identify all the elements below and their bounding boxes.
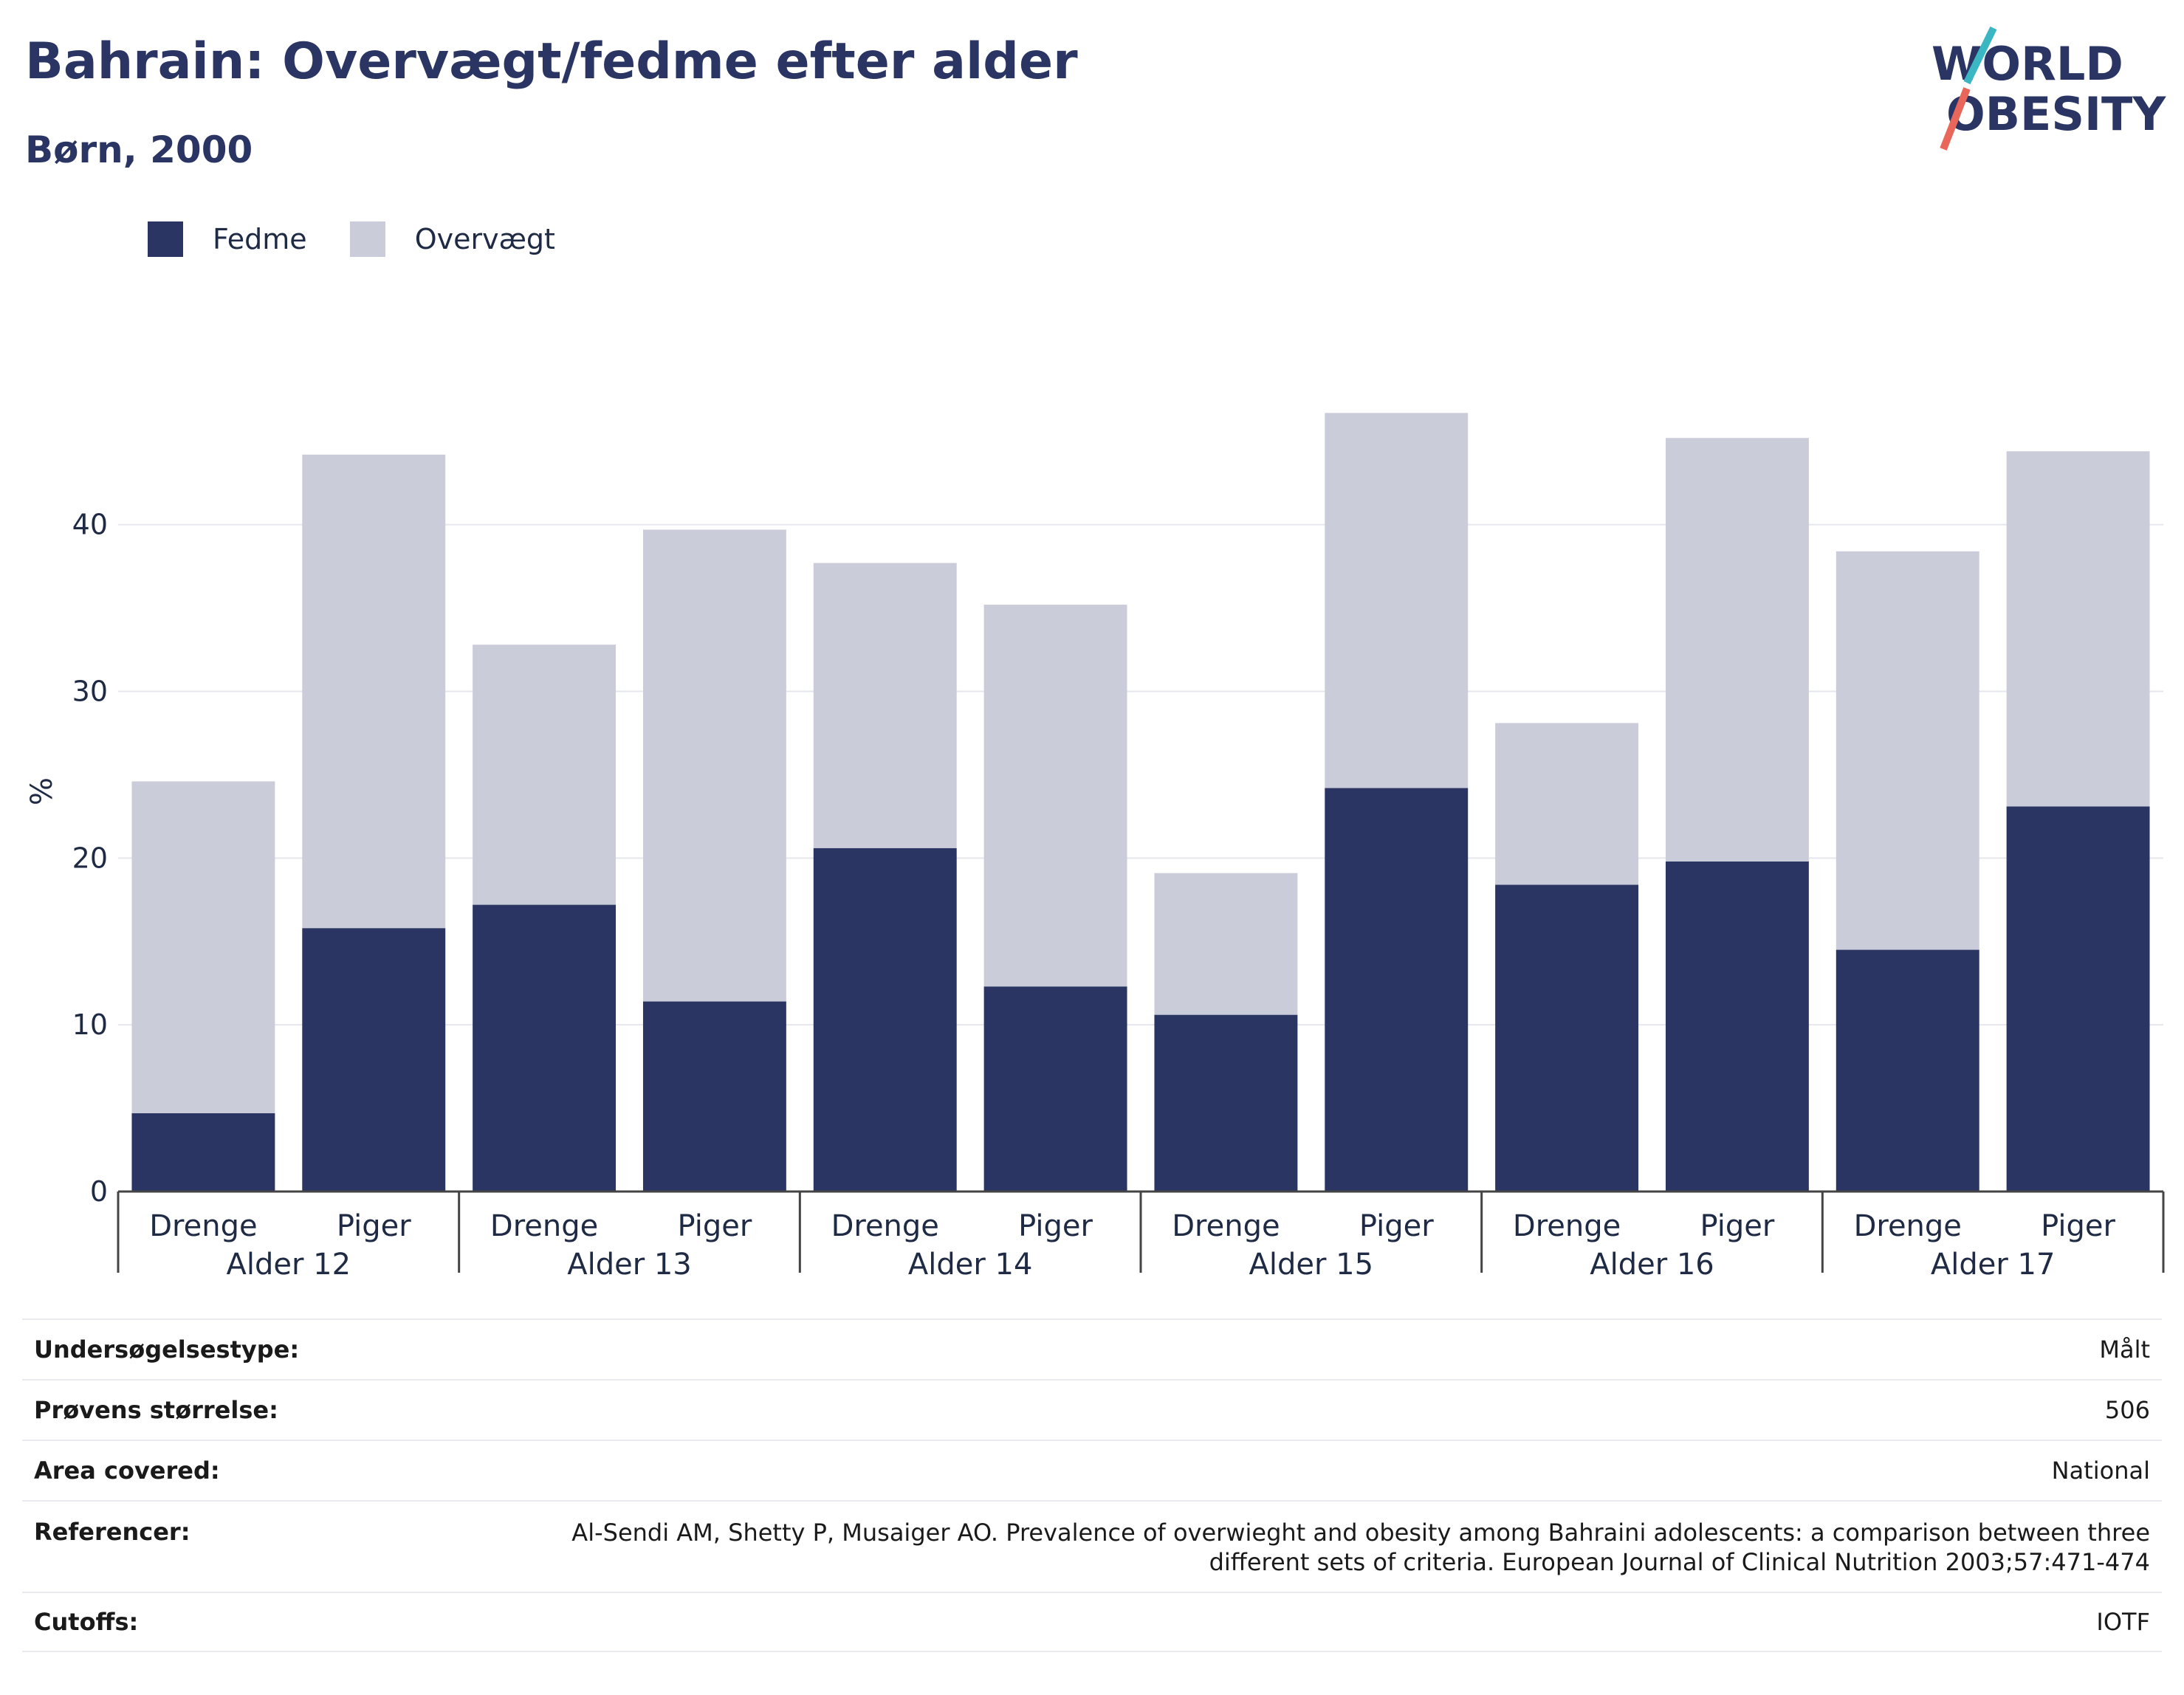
bar-fedme	[473, 904, 617, 1192]
x-group-label: Alder 14	[908, 1248, 1033, 1282]
x-tick-label: Piger	[1700, 1209, 1775, 1243]
info-value-reference: Al-Sendi AM, Shetty P, Musaiger AO. Prev…	[571, 1519, 2150, 1576]
bar-overv-gt	[1836, 551, 1979, 950]
bar-overv-gt	[1325, 413, 1469, 788]
info-label: Referencer:	[34, 1518, 190, 1546]
world-obesity-logo: WORLD OBESITY	[1931, 26, 2166, 151]
logo-red-slash	[1940, 87, 1971, 151]
info-row-survey-type: Undersøgelsestype: Målt	[22, 1318, 2162, 1379]
bar-fedme	[813, 848, 957, 1192]
y-tick-label: 10	[72, 1008, 108, 1041]
x-tick-label: Drenge	[149, 1209, 257, 1243]
info-row-references: Referencer: Al-Sendi AM, Shetty P, Musai…	[22, 1500, 2162, 1592]
info-value: 506	[2104, 1396, 2150, 1424]
legend-label-overvaegt: Overvægt	[414, 223, 555, 255]
x-group-label: Alder 15	[1249, 1248, 1374, 1282]
x-group-label: Alder 12	[227, 1248, 351, 1282]
x-tick-label: Drenge	[490, 1209, 598, 1243]
bar-overv-gt	[1665, 438, 1809, 862]
x-tick-label: Drenge	[1513, 1209, 1621, 1243]
bar-fedme	[1495, 884, 1639, 1192]
y-tick-label: 30	[72, 675, 108, 708]
bar-fedme	[983, 986, 1127, 1192]
x-tick-label: Drenge	[831, 1209, 939, 1243]
legend-label-fedme: Fedme	[213, 223, 307, 255]
y-tick-label: 20	[72, 842, 108, 874]
bar-overv-gt	[131, 781, 275, 1113]
info-label: Cutoffs:	[34, 1608, 139, 1636]
x-tick-label: Piger	[1359, 1209, 1434, 1243]
x-group-label: Alder 17	[1931, 1248, 2056, 1282]
info-value: IOTF	[2096, 1608, 2150, 1636]
bar-fedme	[1665, 861, 1809, 1192]
stacked-bar-chart: 0 10 20 30 40% Drenge Piger Drenge Piger Drenge Pi…	[25, 413, 2165, 1282]
bar-fedme	[642, 1001, 786, 1192]
x-group-label: Alder 16	[1590, 1248, 1714, 1282]
info-label: Prøvens størrelse:	[34, 1396, 278, 1424]
bar-overv-gt	[473, 644, 617, 905]
logo-teal-slash	[1963, 26, 1997, 85]
legend-item-fedme[interactable]: Fedme	[148, 221, 307, 257]
bar-overv-gt	[1495, 723, 1639, 885]
info-label: Undersøgelsestype:	[34, 1335, 300, 1364]
info-table: Undersøgelsestype: Målt Prøvens størrels…	[22, 1318, 2162, 1652]
bar-overv-gt	[302, 454, 446, 929]
legend-swatch-fedme	[148, 221, 183, 257]
bar-overv-gt	[983, 605, 1127, 987]
y-tick-label: 40	[72, 509, 108, 541]
x-tick-label: Drenge	[1172, 1209, 1280, 1243]
info-row-area-covered: Area covered: National	[22, 1440, 2162, 1500]
bar-fedme	[131, 1113, 275, 1192]
bar-overv-gt	[1154, 873, 1298, 1015]
info-row-cutoffs: Cutoffs: IOTF	[22, 1592, 2162, 1652]
y-tick-label: 0	[90, 1175, 108, 1208]
bar-overv-gt	[642, 529, 786, 1002]
chart-subtitle: Børn, 2000	[25, 128, 253, 171]
bar-fedme	[2006, 806, 2150, 1192]
x-tick-label: Drenge	[1854, 1209, 1962, 1243]
bar-fedme	[1325, 788, 1469, 1192]
bar-fedme	[302, 928, 446, 1192]
info-value: National	[2051, 1457, 2150, 1485]
bar-fedme	[1154, 1014, 1298, 1192]
info-value: Målt	[2099, 1335, 2150, 1364]
x-tick-label: Piger	[678, 1209, 752, 1243]
chart-legend: Fedme Overvægt	[148, 219, 598, 260]
logo-line1: WORLD	[1931, 37, 2123, 91]
legend-swatch-overvaegt	[349, 221, 385, 257]
x-group-label: Alder 13	[567, 1248, 692, 1282]
info-row-sample-size: Prøvens størrelse: 506	[22, 1379, 2162, 1440]
bar-fedme	[1836, 949, 1979, 1192]
logo-line2: OBESITY	[1946, 87, 2166, 141]
bar-overv-gt	[2006, 451, 2150, 807]
y-axis-label: %	[25, 777, 59, 805]
x-tick-label: Piger	[1018, 1209, 1093, 1243]
chart-title: Bahrain: Overvægt/fedme efter alder	[25, 32, 1078, 91]
bar-overv-gt	[813, 563, 957, 848]
legend-item-overvaegt[interactable]: Overvægt	[349, 221, 555, 257]
x-tick-label: Piger	[2041, 1209, 2115, 1243]
x-tick-label: Piger	[337, 1209, 411, 1243]
info-label: Area covered:	[34, 1457, 220, 1485]
